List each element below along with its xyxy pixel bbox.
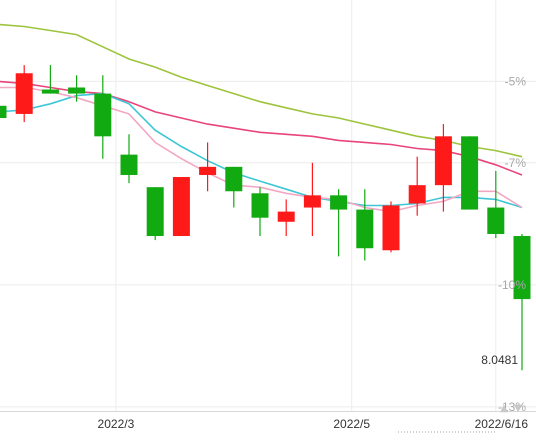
candle: [199, 142, 217, 192]
candle: [434, 124, 452, 212]
candle-body: [225, 166, 243, 192]
candle-body: [434, 136, 452, 186]
candle: [172, 177, 190, 237]
candle-body: [94, 93, 112, 137]
candle-body: [461, 136, 479, 210]
scroll-arrows[interactable]: ▲ ▼: [398, 403, 522, 433]
candle-body: [487, 207, 505, 234]
x-tick-label: 2022/5: [333, 417, 370, 431]
candle: [330, 189, 348, 257]
candle: [382, 201, 400, 253]
candle-body: [41, 89, 59, 94]
x-tick-label: 2022/6/16: [475, 417, 529, 431]
candle-body: [382, 205, 400, 251]
candle: [303, 162, 321, 237]
y-tick-label: -7%: [505, 156, 527, 170]
scroll-up-icon[interactable]: ▲: [500, 403, 508, 414]
candle: [251, 187, 269, 237]
candle-body: [146, 187, 164, 237]
candle: [120, 134, 138, 184]
grid-lines: [0, 0, 536, 412]
candle: [146, 187, 164, 241]
candle: [225, 166, 243, 208]
candle-body: [513, 236, 531, 300]
ma20-line: [0, 80, 523, 176]
candle: [15, 65, 33, 123]
candle-body: [277, 211, 295, 222]
candle: [487, 170, 505, 239]
scroll-down-icon[interactable]: ▼: [514, 403, 522, 414]
ma10-line: [0, 92, 523, 209]
candle-body: [356, 209, 374, 249]
x-tick-label: 2022/3: [98, 417, 135, 431]
candle-body: [120, 154, 138, 175]
candle-body: [303, 195, 321, 208]
last-value-label: 8.0481: [481, 353, 518, 367]
candle: [0, 105, 7, 119]
candle: [277, 199, 295, 237]
candle-body: [251, 193, 269, 218]
candle-body: [0, 105, 7, 119]
candle: [461, 136, 479, 210]
y-tick-label: -13%: [498, 400, 526, 414]
candle-body: [15, 73, 33, 114]
candle-body: [199, 166, 217, 175]
x-axis-ticks: 2022/3 2022/5 2022/6/16: [98, 417, 529, 431]
candle-body: [330, 195, 348, 210]
y-tick-label: -5%: [505, 74, 527, 88]
candle-body: [408, 185, 426, 204]
candle: [408, 156, 426, 216]
candle-body: [172, 177, 190, 237]
candle-body: [68, 87, 86, 94]
ma60-line: [0, 23, 523, 158]
y-axis-ticks: -5% -7% -10% -13%: [498, 74, 526, 414]
candle: [68, 75, 86, 102]
candle: [356, 189, 374, 261]
candle: [513, 233, 531, 371]
y-tick-label: -10%: [498, 278, 526, 292]
candle: [94, 75, 112, 159]
candle: [41, 65, 59, 94]
candles: [0, 65, 531, 371]
